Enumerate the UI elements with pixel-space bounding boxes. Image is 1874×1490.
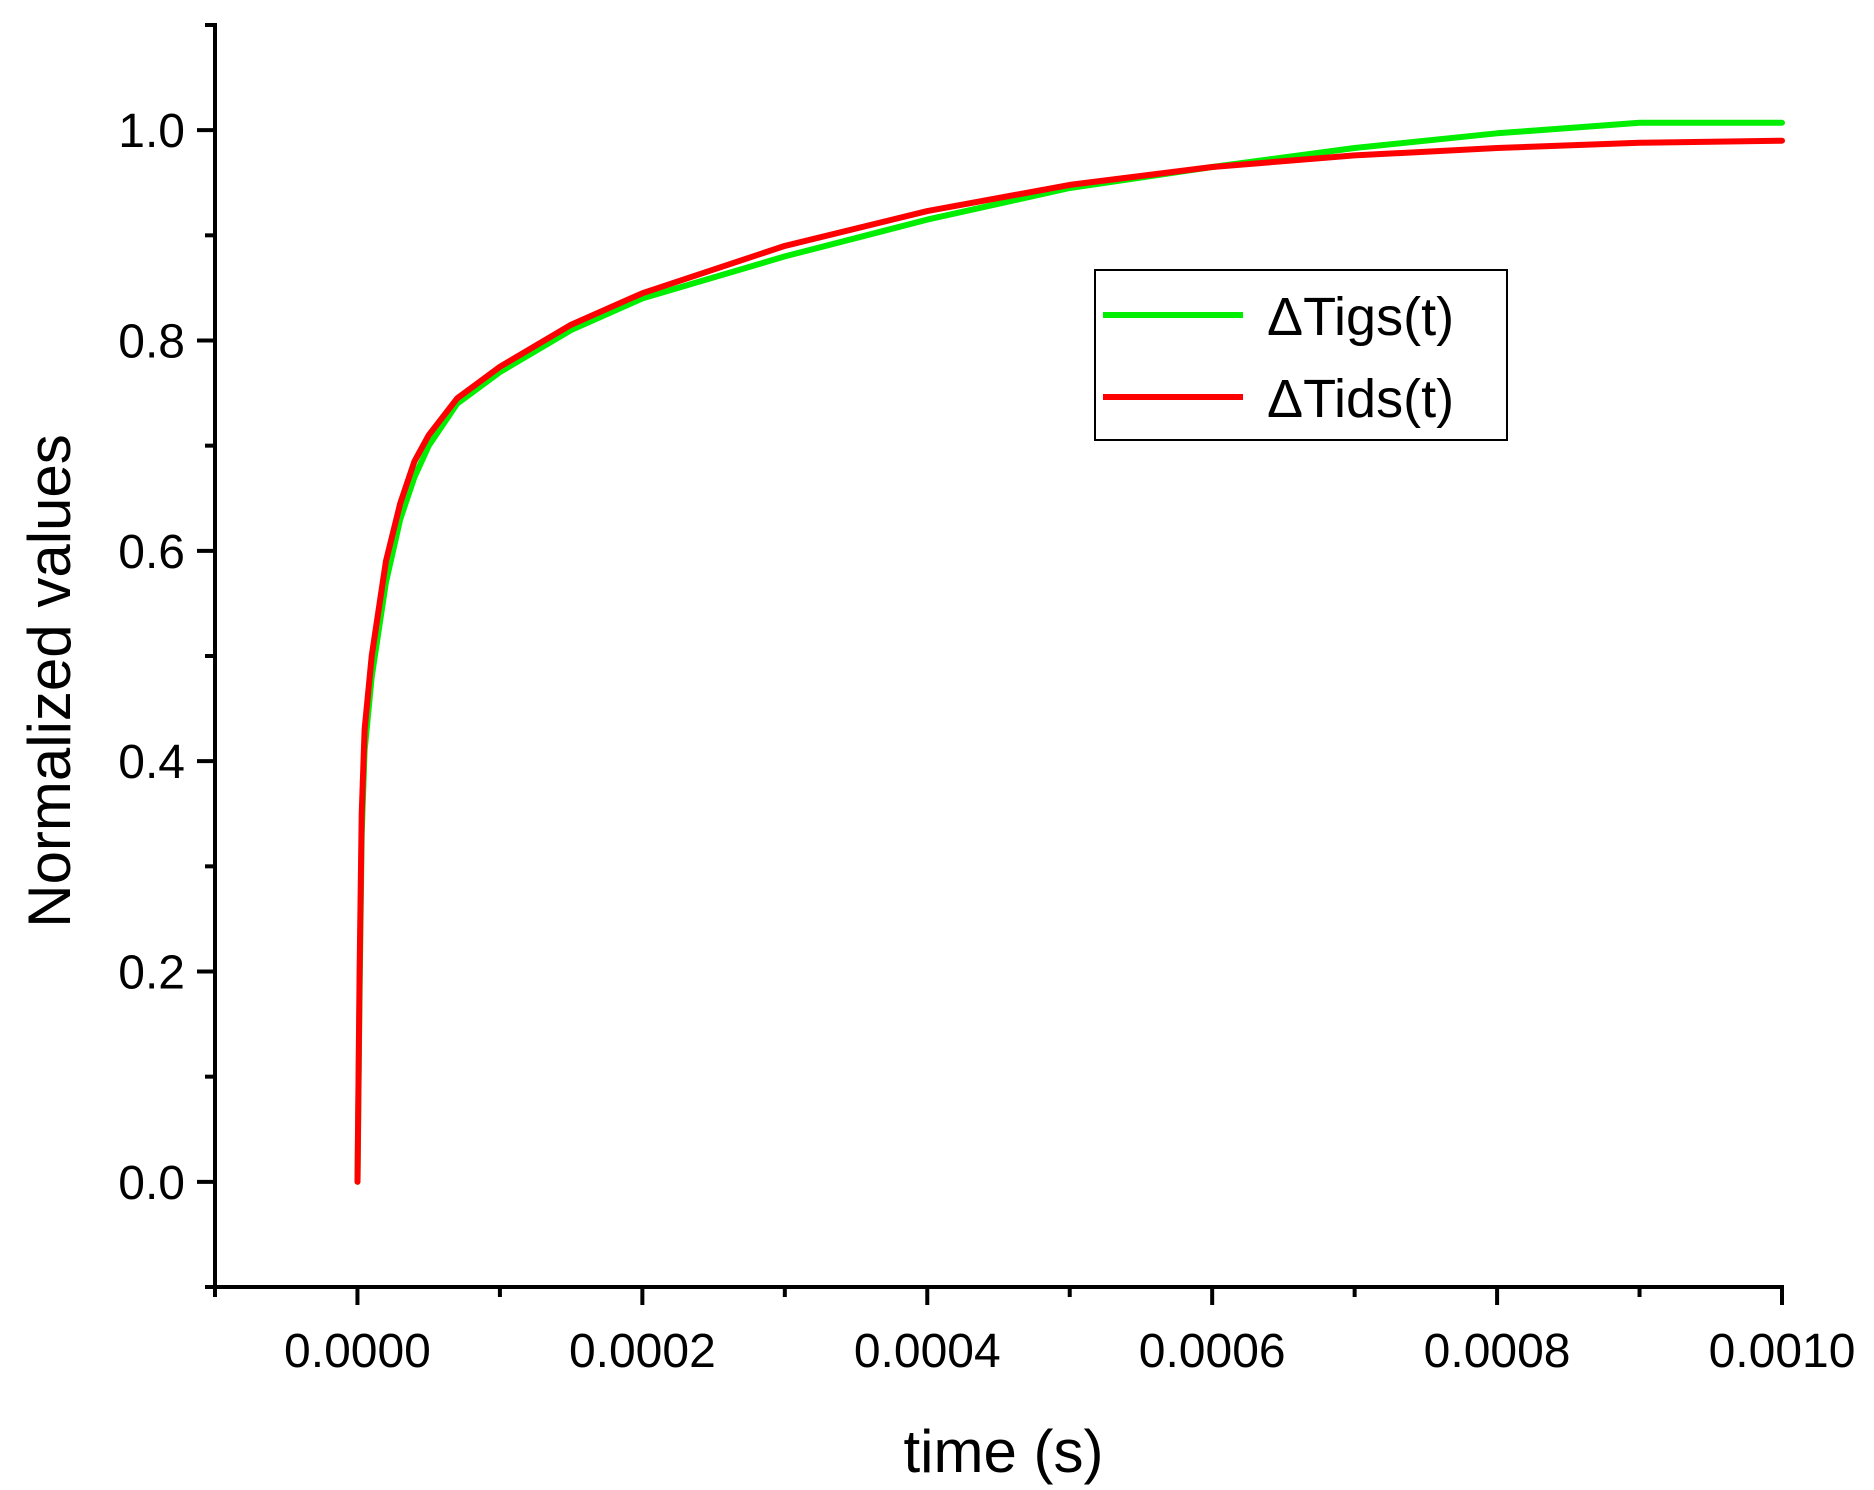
legend: ΔTigs(t) ΔTids(t) bbox=[1094, 269, 1508, 441]
legend-label-1: ΔTigs(t) bbox=[1267, 287, 1454, 347]
y-tick-label: 0.8 bbox=[118, 316, 185, 369]
x-axis-title: time (s) bbox=[904, 1418, 1104, 1485]
series-line-1 bbox=[354, 119, 1785, 1185]
y-tick-label: 0.6 bbox=[118, 526, 185, 579]
x-tick-label: 0.0006 bbox=[1139, 1325, 1286, 1378]
y-axis-title: Normalized values bbox=[16, 434, 83, 928]
tick-labels-layer: 0.0 0.2 0.4 0.6 0.8 1.0 0.0000 0.0002 0.0004 0.00… bbox=[118, 105, 1855, 1378]
series-line-2 bbox=[354, 137, 1785, 1185]
x-tick-label: 0.0004 bbox=[854, 1325, 1001, 1378]
axes-layer bbox=[197, 23, 1784, 1305]
x-tick-label: 0.0010 bbox=[1709, 1325, 1856, 1378]
legend-label-2: ΔTids(t) bbox=[1267, 369, 1454, 429]
plot-series-layer bbox=[354, 119, 1785, 1185]
y-tick-label: 1.0 bbox=[118, 105, 185, 158]
y-tick-label: 0.2 bbox=[118, 947, 185, 1000]
y-tick-label: 0.0 bbox=[118, 1157, 185, 1210]
x-tick-label: 0.0000 bbox=[284, 1325, 431, 1378]
x-tick-label: 0.0008 bbox=[1424, 1325, 1571, 1378]
legend-box bbox=[1094, 269, 1508, 441]
x-tick-label: 0.0002 bbox=[569, 1325, 716, 1378]
y-tick-label: 0.4 bbox=[118, 736, 185, 789]
